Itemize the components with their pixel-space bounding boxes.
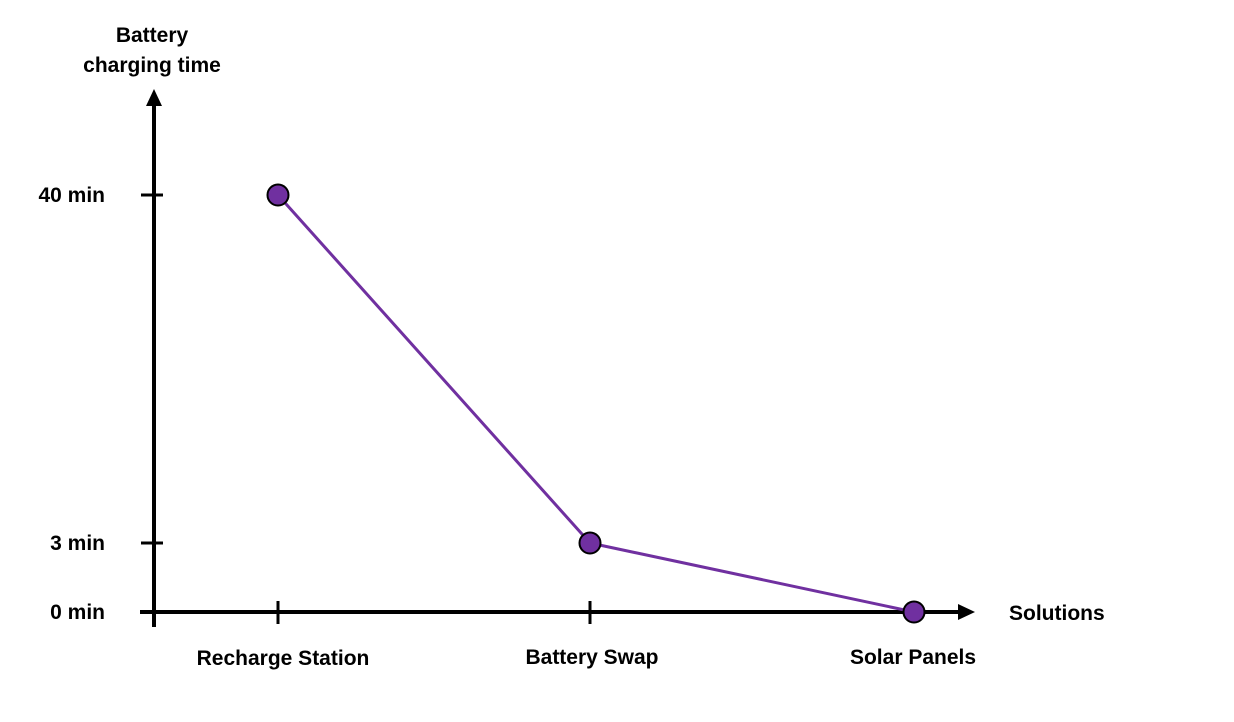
y-axis-label-line-2: charging time <box>83 54 221 77</box>
x-axis-label: Solutions <box>1009 602 1105 625</box>
y-axis-label-line-1: Battery <box>116 24 189 47</box>
x-tick-label: Solar Panels <box>850 646 976 669</box>
axes <box>140 89 975 627</box>
y-tick-label: 40 min <box>38 184 105 207</box>
data-point <box>578 531 602 555</box>
y-axis-arrow <box>146 89 162 106</box>
x-axis-arrow <box>958 604 975 620</box>
y-tick-label: 3 min <box>50 532 105 555</box>
data-point <box>266 183 290 207</box>
series <box>266 183 926 624</box>
y-ticks: 0 min 3 min 40 min <box>38 184 163 624</box>
x-ticks: Recharge Station Battery Swap Solar Panels <box>197 601 976 670</box>
data-point <box>902 600 926 624</box>
x-tick-label: Battery Swap <box>525 646 658 669</box>
x-tick-label: Recharge Station <box>197 647 370 670</box>
y-tick-label: 0 min <box>50 601 105 624</box>
